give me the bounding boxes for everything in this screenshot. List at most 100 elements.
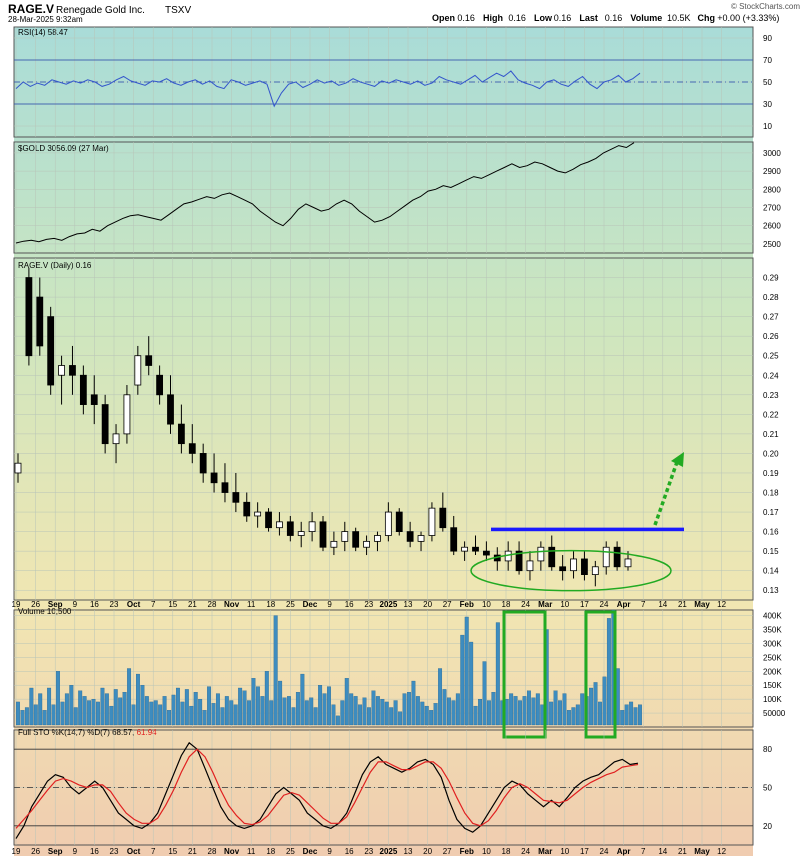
volume-bar	[78, 690, 83, 726]
price-candle-body	[624, 558, 632, 568]
volume-bar	[233, 704, 238, 726]
volume-bar	[242, 690, 247, 726]
rsi-ytick-label: 10	[763, 122, 772, 131]
price-candle-body	[221, 482, 229, 493]
volume-bar	[229, 700, 234, 726]
gold-ytick-label: 2600	[763, 222, 781, 231]
price-ytick-label: 0.13	[763, 586, 779, 595]
volume-bar	[402, 693, 407, 726]
price-candle-body	[613, 546, 621, 568]
exchange: TSXV	[165, 5, 191, 16]
volume-bar	[153, 700, 158, 726]
volume-bar	[29, 687, 34, 726]
volume-bar	[47, 687, 52, 726]
rsi-title: RSI(14) 58.47	[18, 28, 68, 37]
price-candle-body	[199, 453, 207, 474]
price-candle-body	[123, 394, 131, 435]
x-tick-label: 18	[266, 600, 275, 609]
volume-bar	[189, 705, 194, 726]
price-candle-body	[210, 472, 218, 484]
volume-title: Volume 10,500	[18, 607, 72, 616]
volume-ytick-label: 100K	[763, 695, 782, 704]
x-tick-label: 27	[443, 600, 452, 609]
volume-highlight-box	[502, 610, 547, 739]
gold-frame	[13, 141, 754, 254]
volume-bar	[87, 700, 92, 726]
x-tick-label: Mar	[538, 847, 552, 856]
volume-bar	[144, 696, 149, 726]
volume-bar	[313, 707, 318, 726]
volume-bar	[469, 641, 474, 726]
x-tick-label: 2025	[380, 600, 398, 609]
volume-bar	[549, 701, 554, 726]
volume-bar	[184, 689, 189, 726]
ohlc-readout: Open 0.16 High 0.16 Low 0.16 Last 0.16 Volume 10.…	[432, 13, 779, 23]
x-tick-label: May	[694, 847, 710, 856]
sto-title: Full STO %K(14,7) %D(7) 68.57, 61.94	[18, 728, 157, 737]
price-candle-body	[69, 365, 76, 376]
volume-bar	[598, 701, 602, 726]
x-tick-label: Oct	[127, 847, 141, 856]
price-candle-body	[243, 501, 251, 517]
x-tick-label: 24	[521, 600, 530, 609]
x-tick-label: 24	[600, 847, 609, 856]
rsi-panel: RSI(14) 58.47 90 70 50 30 10	[14, 27, 772, 137]
volume-bar	[215, 693, 220, 726]
volume-bar	[255, 686, 260, 726]
x-tick-label: 7	[151, 600, 156, 609]
price-candle-body	[319, 521, 327, 548]
volume-bar	[273, 615, 278, 726]
volume-bar	[433, 703, 438, 726]
volume-bar	[349, 693, 354, 726]
volume-bar	[278, 680, 283, 726]
gold-ytick-label: 2700	[763, 204, 781, 213]
price-candle-body	[286, 521, 294, 536]
x-tick-label: 20	[423, 600, 432, 609]
price-candle-body	[25, 277, 33, 357]
volume-bar	[580, 693, 585, 726]
price-candle-body	[341, 531, 349, 542]
volume-bar	[571, 707, 576, 726]
volume-bar	[389, 707, 394, 726]
volume-bar	[464, 616, 469, 726]
x-tick-label: 23	[364, 847, 373, 856]
x-tick-label: 16	[90, 600, 99, 609]
company-name: Renegade Gold Inc.	[56, 5, 145, 16]
x-axis-top: 19 26 Sep 9 16 23 Oct 7 15 21 28 Nov 11 18 25 Dec 9 16 23 2…	[12, 600, 727, 609]
x-tick-label: 2025	[380, 847, 398, 856]
volume-bar	[122, 692, 127, 726]
volume-bar	[69, 685, 74, 726]
x-tick-label: Nov	[224, 600, 240, 609]
x-tick-label: 17	[580, 847, 589, 856]
x-tick-label: 25	[286, 600, 295, 609]
x-tick-label: 21	[188, 600, 197, 609]
vol-frame	[13, 609, 754, 728]
volume-bar	[269, 700, 274, 726]
volume-bar	[491, 692, 496, 726]
sto-k-line	[15, 741, 639, 839]
volume-bar	[602, 676, 607, 726]
x-tick-label: 27	[443, 847, 452, 856]
price-candle-body	[417, 535, 425, 542]
price-candle-body	[428, 507, 436, 536]
volume-bar	[318, 685, 323, 726]
x-tick-label: 15	[168, 600, 177, 609]
brand-mark: © StockCharts.com	[731, 2, 800, 11]
volume-bar	[629, 701, 634, 726]
volume-bar	[638, 704, 642, 726]
price-candle-body	[395, 511, 403, 532]
volume-bar	[260, 696, 265, 726]
volume-bar	[509, 693, 514, 726]
price-candle-body	[515, 550, 523, 572]
price-candle-body	[406, 531, 414, 542]
price-candle-body	[14, 462, 22, 474]
volume-bar	[287, 696, 291, 726]
consolidation-ellipse	[470, 549, 672, 592]
volume-highlight-box	[584, 610, 617, 739]
x-tick-label: 25	[286, 847, 295, 856]
x-tick-label: 23	[110, 847, 119, 856]
ohlc-label-last: Last	[579, 13, 598, 23]
ohlc-value-volume: 10.5K	[667, 13, 691, 23]
x-tick-label: 11	[247, 847, 256, 856]
